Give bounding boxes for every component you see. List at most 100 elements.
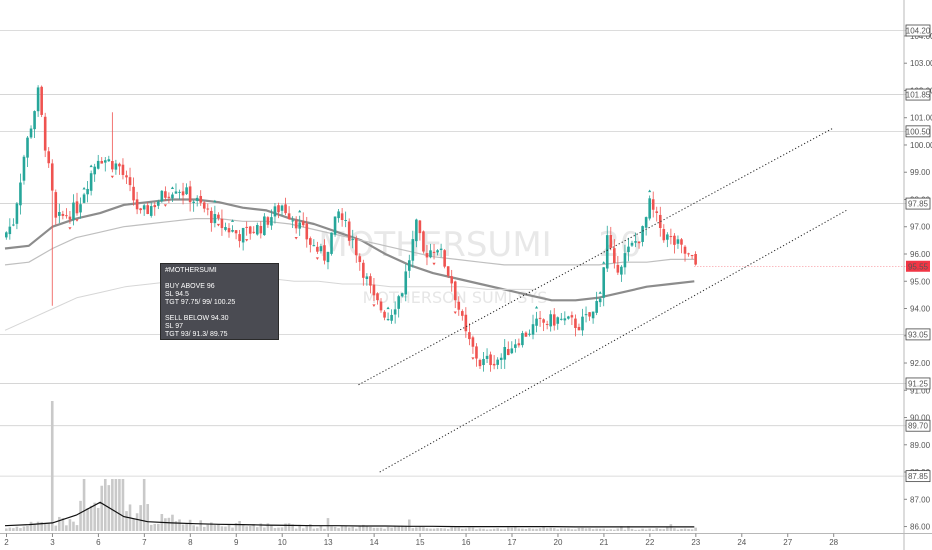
candle-body[interactable] bbox=[627, 246, 630, 253]
candle-body[interactable] bbox=[517, 343, 521, 346]
candle-body[interactable] bbox=[146, 205, 149, 214]
candlesticks[interactable] bbox=[5, 85, 697, 372]
candle-body[interactable] bbox=[443, 250, 446, 267]
candle-body[interactable] bbox=[107, 159, 111, 162]
candle-body[interactable] bbox=[238, 234, 241, 242]
candle-body[interactable] bbox=[333, 216, 337, 235]
candle-body[interactable] bbox=[485, 355, 489, 359]
candle-body[interactable] bbox=[595, 301, 598, 313]
candle-body[interactable] bbox=[425, 253, 429, 258]
candle-body[interactable] bbox=[181, 191, 185, 196]
candle-body[interactable] bbox=[644, 217, 648, 228]
candle-body[interactable] bbox=[231, 229, 234, 232]
candle-body[interactable] bbox=[132, 186, 135, 201]
candle-body[interactable] bbox=[241, 227, 245, 243]
candle-body[interactable] bbox=[630, 242, 634, 246]
candle-body[interactable] bbox=[386, 319, 390, 321]
candle-body[interactable] bbox=[694, 253, 697, 265]
candle-body[interactable] bbox=[128, 177, 132, 186]
candle-body[interactable] bbox=[690, 255, 694, 257]
candle-body[interactable] bbox=[174, 191, 178, 194]
candle-body[interactable] bbox=[224, 227, 227, 230]
candle-body[interactable] bbox=[82, 194, 86, 203]
candle-body[interactable] bbox=[602, 267, 606, 298]
candle-body[interactable] bbox=[556, 317, 560, 324]
candle-body[interactable] bbox=[471, 337, 475, 347]
candle-body[interactable] bbox=[206, 208, 210, 210]
candle-body[interactable] bbox=[651, 199, 655, 210]
candle-body[interactable] bbox=[277, 205, 280, 213]
candle-body[interactable] bbox=[528, 333, 531, 335]
candle-body[interactable] bbox=[118, 163, 121, 167]
candle-body[interactable] bbox=[43, 116, 47, 151]
candle-body[interactable] bbox=[492, 363, 496, 366]
candle-body[interactable] bbox=[379, 301, 383, 311]
candle-body[interactable] bbox=[15, 203, 19, 224]
candle-body[interactable] bbox=[149, 206, 153, 216]
candle-body[interactable] bbox=[291, 220, 294, 222]
candle-body[interactable] bbox=[535, 318, 538, 326]
candle-body[interactable] bbox=[404, 271, 408, 295]
candle-body[interactable] bbox=[680, 239, 683, 245]
candle-body[interactable] bbox=[202, 202, 206, 209]
candle-body[interactable] bbox=[210, 210, 213, 223]
candle-body[interactable] bbox=[217, 214, 220, 219]
candle-body[interactable] bbox=[280, 205, 284, 211]
candle-body[interactable] bbox=[263, 216, 266, 236]
candle-body[interactable] bbox=[33, 111, 36, 130]
candle-body[interactable] bbox=[574, 318, 577, 328]
candle-body[interactable] bbox=[510, 348, 514, 354]
candle-body[interactable] bbox=[524, 332, 528, 337]
candle-body[interactable] bbox=[542, 319, 545, 323]
candle-body[interactable] bbox=[559, 318, 563, 320]
candle-body[interactable] bbox=[22, 156, 26, 181]
trade-note-box[interactable]: #MOTHERSUMI BUY ABOVE 96 SL 94.5 TGT 97.… bbox=[160, 263, 279, 340]
candle-body[interactable] bbox=[538, 317, 542, 319]
candle-body[interactable] bbox=[676, 239, 680, 244]
candle-body[interactable] bbox=[655, 211, 659, 213]
candle-body[interactable] bbox=[252, 231, 256, 233]
candle-body[interactable] bbox=[418, 220, 422, 234]
candle-body[interactable] bbox=[164, 191, 167, 198]
candle-body[interactable] bbox=[545, 323, 549, 325]
channel-line[interactable] bbox=[358, 128, 833, 386]
candle-body[interactable] bbox=[358, 256, 362, 263]
candle-body[interactable] bbox=[461, 311, 464, 316]
candle-body[interactable] bbox=[673, 235, 676, 245]
candle-body[interactable] bbox=[457, 301, 461, 310]
candle-body[interactable] bbox=[623, 253, 627, 268]
candle-body[interactable] bbox=[415, 219, 418, 242]
candle-body[interactable] bbox=[75, 201, 79, 214]
candle-body[interactable] bbox=[648, 198, 651, 219]
candle-body[interactable] bbox=[96, 160, 100, 169]
candle-body[interactable] bbox=[372, 284, 376, 296]
candle-body[interactable] bbox=[567, 316, 570, 319]
candle-body[interactable] bbox=[12, 224, 15, 226]
candle-body[interactable] bbox=[121, 164, 125, 175]
candle-body[interactable] bbox=[323, 245, 326, 261]
candle-body[interactable] bbox=[376, 293, 379, 301]
candle-body[interactable] bbox=[188, 186, 192, 203]
candle-body[interactable] bbox=[199, 195, 203, 203]
channel-line[interactable] bbox=[379, 209, 847, 473]
candle-body[interactable] bbox=[591, 311, 595, 319]
candle-body[interactable] bbox=[407, 260, 411, 271]
candle-body[interactable] bbox=[259, 225, 263, 234]
candle-body[interactable] bbox=[227, 228, 231, 233]
candle-body[interactable] bbox=[397, 296, 400, 309]
candle-body[interactable] bbox=[47, 151, 51, 164]
candle-body[interactable] bbox=[662, 229, 666, 241]
candle-body[interactable] bbox=[171, 194, 174, 199]
candle-body[interactable] bbox=[521, 333, 524, 346]
candle-body[interactable] bbox=[475, 346, 478, 359]
candle-body[interactable] bbox=[669, 236, 673, 238]
candle-body[interactable] bbox=[19, 182, 22, 206]
candle-body[interactable] bbox=[570, 315, 574, 318]
candle-body[interactable] bbox=[446, 266, 450, 276]
candle-body[interactable] bbox=[58, 211, 61, 216]
candle-body[interactable] bbox=[135, 199, 139, 210]
candle-body[interactable] bbox=[390, 314, 393, 321]
candle-body[interactable] bbox=[316, 246, 319, 252]
candle-body[interactable] bbox=[284, 204, 287, 214]
